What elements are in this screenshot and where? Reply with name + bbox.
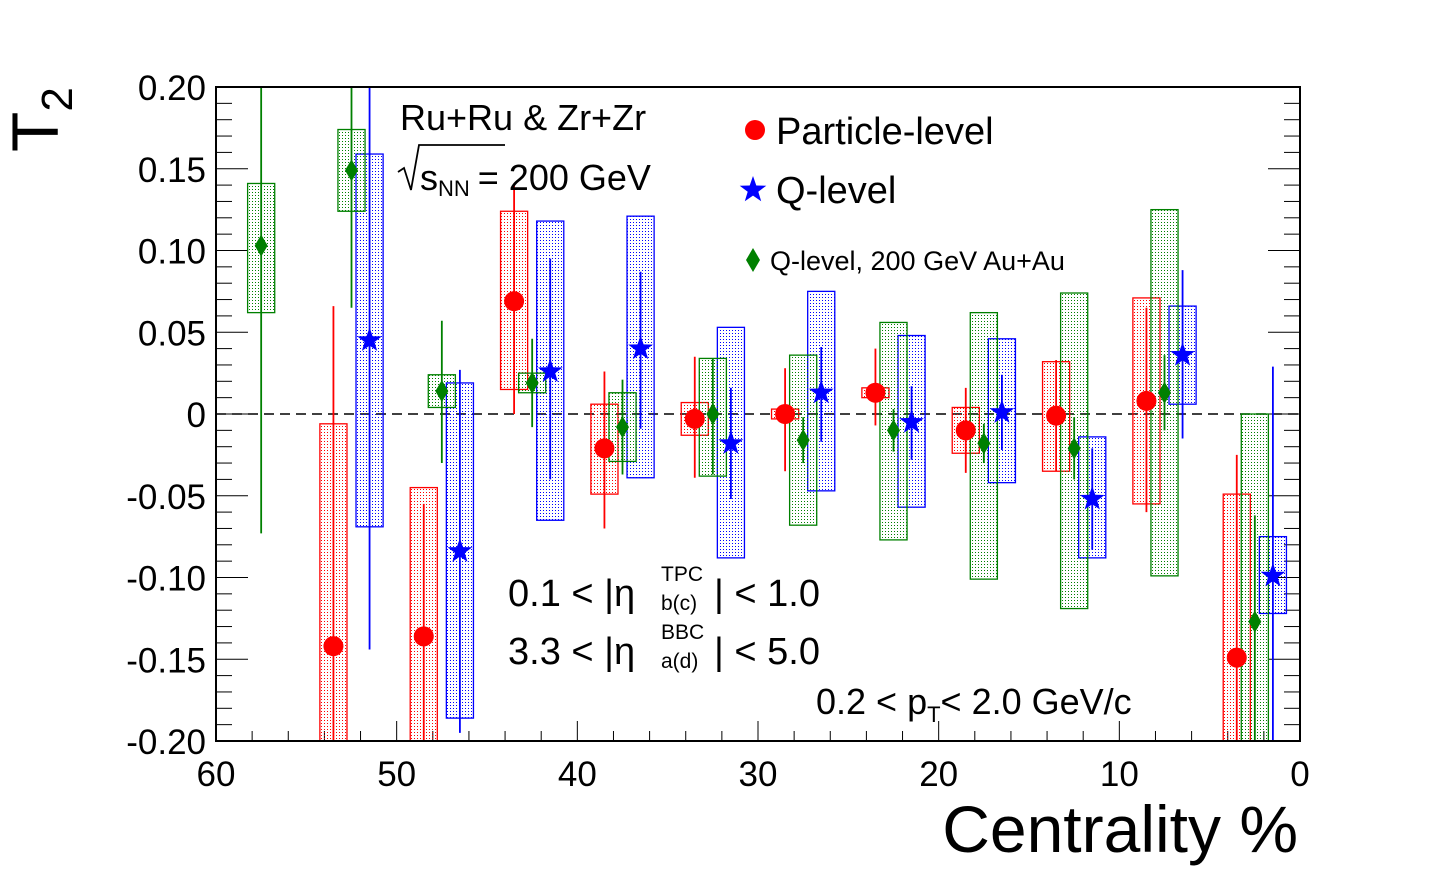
point-auau <box>887 419 900 442</box>
point-particle <box>1136 390 1157 411</box>
point-q <box>1170 342 1195 366</box>
point-q <box>1079 486 1105 510</box>
pt-cut-post: < 2.0 GeV/c <box>941 681 1132 722</box>
point-auau <box>796 429 810 452</box>
legend-label-particle-level: Particle-level <box>776 111 994 153</box>
point-auau <box>977 432 991 455</box>
point-q <box>357 327 382 351</box>
x-tick-label: 40 <box>558 755 597 794</box>
point-q <box>1260 562 1286 587</box>
y-tick-label: 0.05 <box>138 314 206 353</box>
svg-text:3.3 < |η: 3.3 < |η <box>508 631 635 673</box>
x-tick-label: 10 <box>1100 755 1139 794</box>
point-q <box>718 430 744 454</box>
y-axis-title: T2 <box>0 87 82 152</box>
y-tick-label: 0.15 <box>138 151 206 190</box>
point-auau <box>345 159 358 182</box>
pt-cut-sub: T <box>927 702 940 727</box>
x-axis-title: Centrality % <box>942 792 1298 866</box>
svg-text:0.2 < pT< 2.0 GeV/c: 0.2 < pT< 2.0 GeV/c <box>816 681 1132 727</box>
y-axis-title-sub: 2 <box>33 87 82 111</box>
point-particle <box>865 382 886 403</box>
legend-label-q-level: Q-level <box>776 170 896 212</box>
x-tick-label: 0 <box>1290 755 1309 794</box>
point-auau <box>616 416 629 439</box>
bbc-cut-post: | < 5.0 <box>714 631 820 673</box>
x-tick-label: 60 <box>197 755 236 794</box>
bbc-cut-sub: a(d) <box>661 650 698 673</box>
point-q <box>989 399 1015 423</box>
point-particle <box>1046 405 1067 426</box>
point-auau <box>435 380 449 403</box>
point-particle <box>504 291 525 312</box>
y-tick-label: 0.10 <box>138 233 206 272</box>
y-tick-label: -0.10 <box>126 560 206 599</box>
point-particle <box>413 626 434 647</box>
data-points <box>254 159 1286 668</box>
svg-text:sNN= 200 GeV: sNN = 200 GeV <box>420 157 651 201</box>
point-q <box>808 379 834 404</box>
bbc-cut-sup: BBC <box>661 621 704 644</box>
point-auau <box>1067 437 1081 460</box>
legend-marker-q-level <box>739 176 767 202</box>
point-auau <box>1248 610 1262 633</box>
point-particle <box>955 420 976 441</box>
y-tick-label: 0.20 <box>138 69 206 108</box>
x-tick-label: 20 <box>919 755 958 794</box>
svg-text:T2: T2 <box>0 87 82 152</box>
energy-sub: NN <box>438 176 470 201</box>
bbc-cut-label: 3.3 < |η BBC a(d) | < 5.0 <box>508 621 820 673</box>
pt-cut-label: 0.2 < pT< 2.0 GeV/c <box>816 681 1132 727</box>
x-tick-label: 30 <box>739 755 778 794</box>
point-particle <box>684 408 705 429</box>
pt-cut-pre: 0.2 < p <box>816 681 927 722</box>
tpc-cut-sub: b(c) <box>661 592 697 615</box>
point-auau <box>254 234 268 257</box>
collision-system-label: Ru+Ru & Zr+Zr <box>400 97 646 138</box>
tpc-cut-label: 0.1 < |η TPC b(c) | < 1.0 <box>508 563 820 615</box>
plot-frame <box>215 86 1301 742</box>
point-particle <box>323 636 344 657</box>
bbc-cut-pre: 3.3 < |η <box>508 631 635 673</box>
y-axis-title-main: T <box>0 112 72 152</box>
x-tick-label: 50 <box>377 755 416 794</box>
energy-label: sNN = 200 GeV <box>397 144 651 201</box>
tpc-cut-post: | < 1.0 <box>714 573 820 615</box>
point-auau <box>525 371 539 394</box>
point-particle <box>775 404 796 424</box>
legend-marker-particle-level <box>745 120 765 140</box>
point-auau <box>706 403 720 425</box>
data-marks <box>246 87 1288 741</box>
legend-label-auau: Q-level, 200 GeV Au+Au <box>770 246 1065 276</box>
energy-s: s <box>420 157 438 198</box>
legend-marker-auau <box>746 248 760 272</box>
tpc-cut-sup: TPC <box>661 563 703 586</box>
point-particle <box>1226 647 1247 668</box>
point-auau <box>1158 381 1171 404</box>
tpc-cut-pre: 0.1 < |η <box>508 573 635 615</box>
y-tick-label: -0.05 <box>126 478 206 517</box>
point-q <box>628 335 653 360</box>
svg-text:0.1 < |η: 0.1 < |η <box>508 573 635 615</box>
y-tick-label: 0 <box>187 396 206 435</box>
point-q <box>899 409 924 433</box>
point-q <box>537 358 563 382</box>
axis-ticks <box>215 86 1301 742</box>
y-tick-label: -0.15 <box>126 641 206 680</box>
point-q <box>447 538 473 562</box>
legend: Particle-level Q-level Q-level, 200 GeV … <box>739 111 1065 276</box>
y-tick-label: -0.20 <box>126 723 206 762</box>
point-particle <box>594 438 615 459</box>
energy-rest: = 200 GeV <box>478 157 651 198</box>
